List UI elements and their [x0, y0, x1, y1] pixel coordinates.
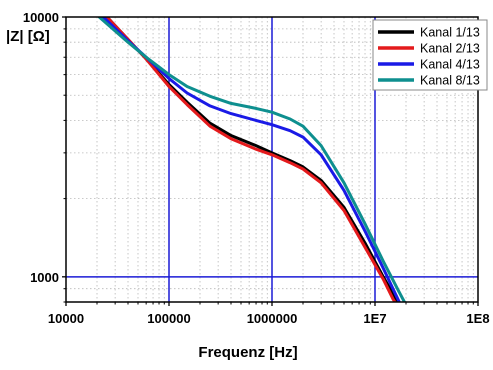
- series-line: [105, 17, 397, 302]
- legend-label: Kanal 8/13: [420, 74, 480, 88]
- tick-marks: [62, 16, 479, 306]
- y-axis-title: |Z| [Ω]: [6, 28, 50, 45]
- legend-label: Kanal 2/13: [420, 42, 480, 56]
- x-tick-label: 1000000: [247, 311, 298, 326]
- legend-label: Kanal 4/13: [420, 58, 480, 72]
- y-tick-label: 10000: [23, 10, 59, 25]
- x-tick-label: 100000: [147, 311, 190, 326]
- legend: Kanal 1/13 Kanal 2/13 Kanal 4/13 Kanal 8/13: [372, 19, 488, 91]
- x-axis-title: Frequenz [Hz]: [198, 344, 297, 361]
- y-tick-labels: 1000 10000: [23, 10, 59, 285]
- x-tick-label: 10000: [48, 311, 84, 326]
- series-line: [101, 17, 401, 302]
- series-layer: [97, 17, 407, 302]
- x-tick-label: 1E7: [363, 311, 386, 326]
- legend-label: Kanal 1/13: [420, 26, 480, 40]
- x-tick-label: 1E8: [466, 311, 489, 326]
- minor-gridlines: [66, 17, 478, 302]
- y-tick-label: 1000: [30, 270, 59, 285]
- x-tick-labels: 10000 100000 1000000 1E7 1E8: [48, 311, 490, 326]
- series-line: [97, 17, 407, 302]
